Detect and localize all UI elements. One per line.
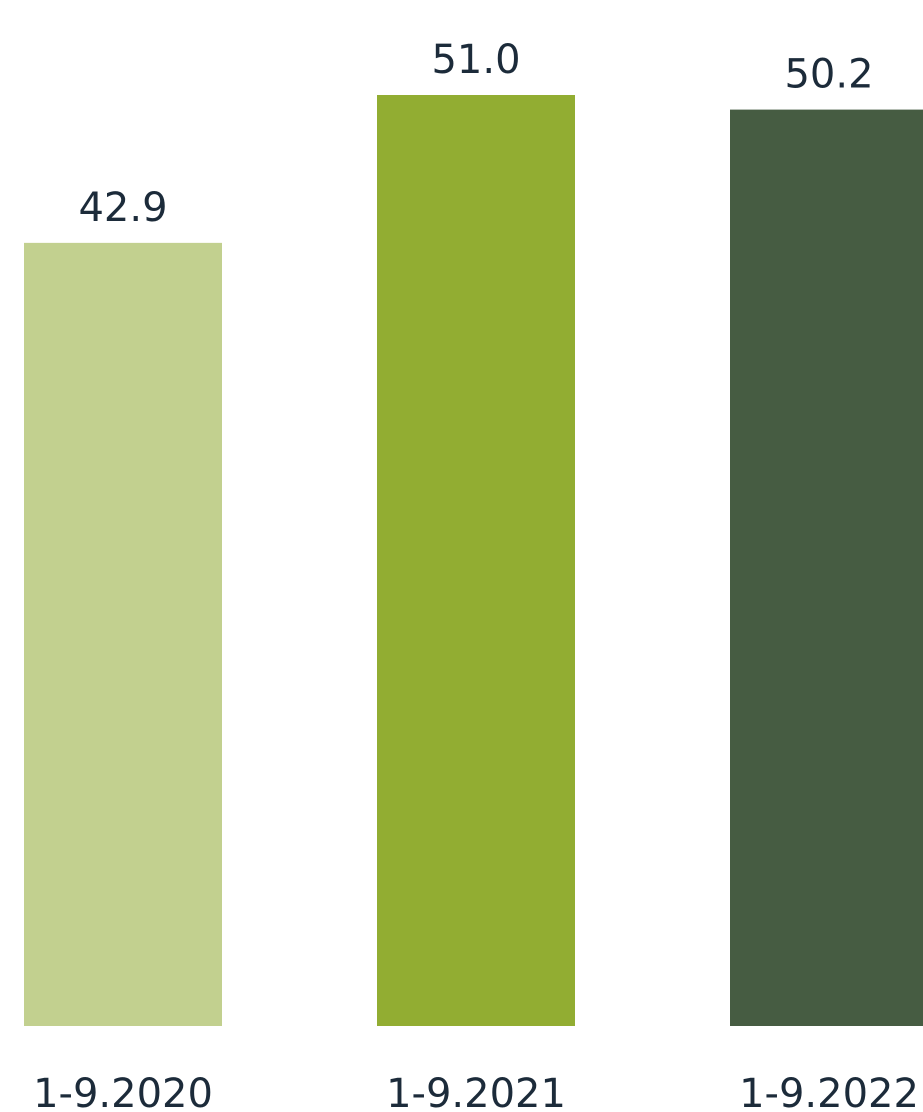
bars-group [24,95,923,1027]
value-label: 51.0 [431,37,520,83]
value-labels-group: 42.9 51.0 50.2 [78,37,873,231]
category-label: 1-9.2021 [386,1071,566,1112]
value-label: 42.9 [78,185,167,231]
category-label: 1-9.2020 [33,1071,213,1112]
bar-1-9.2022 [730,109,923,1026]
bar-1-9.2020 [24,242,222,1027]
value-label: 50.2 [784,52,873,98]
bar-1-9.2021 [377,95,575,1026]
category-label: 1-9.2022 [739,1071,919,1112]
category-labels-group: 1-9.2020 1-9.2021 1-9.2022 [33,1071,919,1112]
